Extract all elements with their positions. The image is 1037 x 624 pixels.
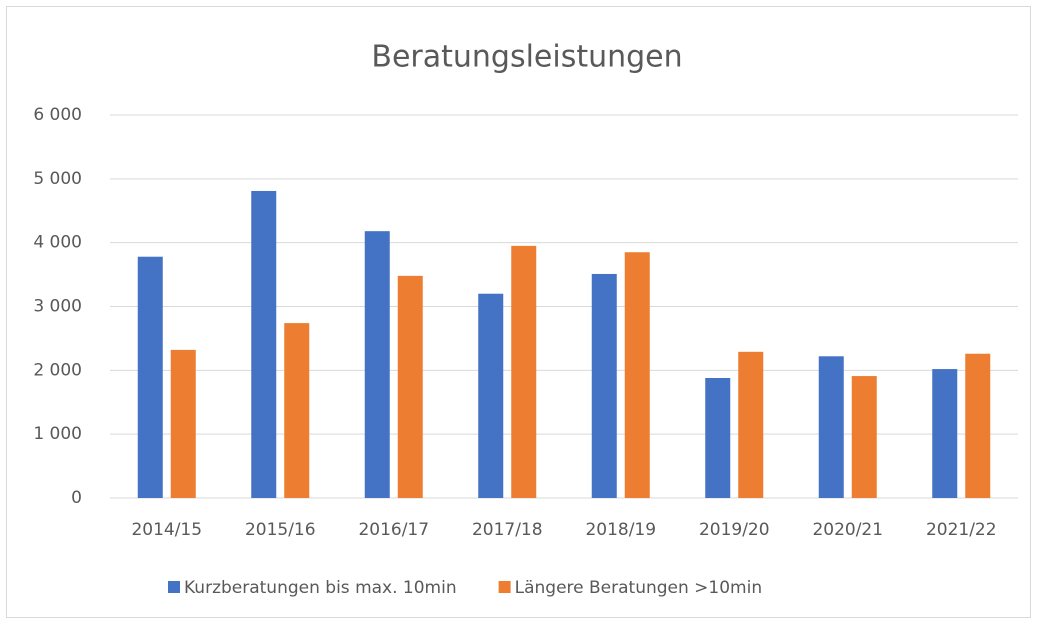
x-tick-label: 2017/18 [472, 520, 543, 540]
y-tick-label: 5 000 [33, 169, 82, 189]
bar [591, 273, 617, 498]
y-tick-label: 2 000 [33, 360, 82, 380]
x-tick-label: 2018/19 [585, 520, 656, 540]
x-tick-label: 2015/16 [245, 520, 316, 540]
y-tick-label: 6 000 [33, 105, 82, 125]
bar [137, 256, 163, 498]
x-tick-label: 2021/22 [926, 520, 997, 540]
bar [397, 275, 423, 498]
legend-label: Längere Beratungen >10min [515, 578, 763, 598]
x-tick-label: 2019/20 [699, 520, 770, 540]
legend-swatch [168, 581, 180, 593]
y-tick-label: 3 000 [33, 297, 82, 317]
chart-title: Beratungsleistungen [371, 40, 682, 75]
y-tick-label: 0 [71, 488, 82, 508]
bar [251, 190, 277, 498]
bar [818, 356, 844, 498]
bar [932, 369, 958, 498]
legend-swatch [498, 581, 511, 593]
bar [738, 351, 764, 498]
x-tick-label: 2014/15 [131, 520, 202, 540]
bar [624, 252, 650, 498]
x-tick-label: 2016/17 [358, 520, 429, 540]
x-tick-label: 2020/21 [812, 520, 883, 540]
bar [478, 293, 504, 498]
bar [705, 377, 731, 498]
y-tick-label: 4 000 [33, 233, 82, 253]
legend-label: Kurzberatungen bis max. 10min [184, 578, 457, 598]
bar [511, 245, 537, 498]
bar [965, 353, 991, 498]
bar [284, 323, 310, 498]
bar [170, 349, 196, 498]
bar [364, 231, 390, 498]
bar [851, 376, 877, 498]
y-tick-label: 1 000 [33, 424, 82, 444]
